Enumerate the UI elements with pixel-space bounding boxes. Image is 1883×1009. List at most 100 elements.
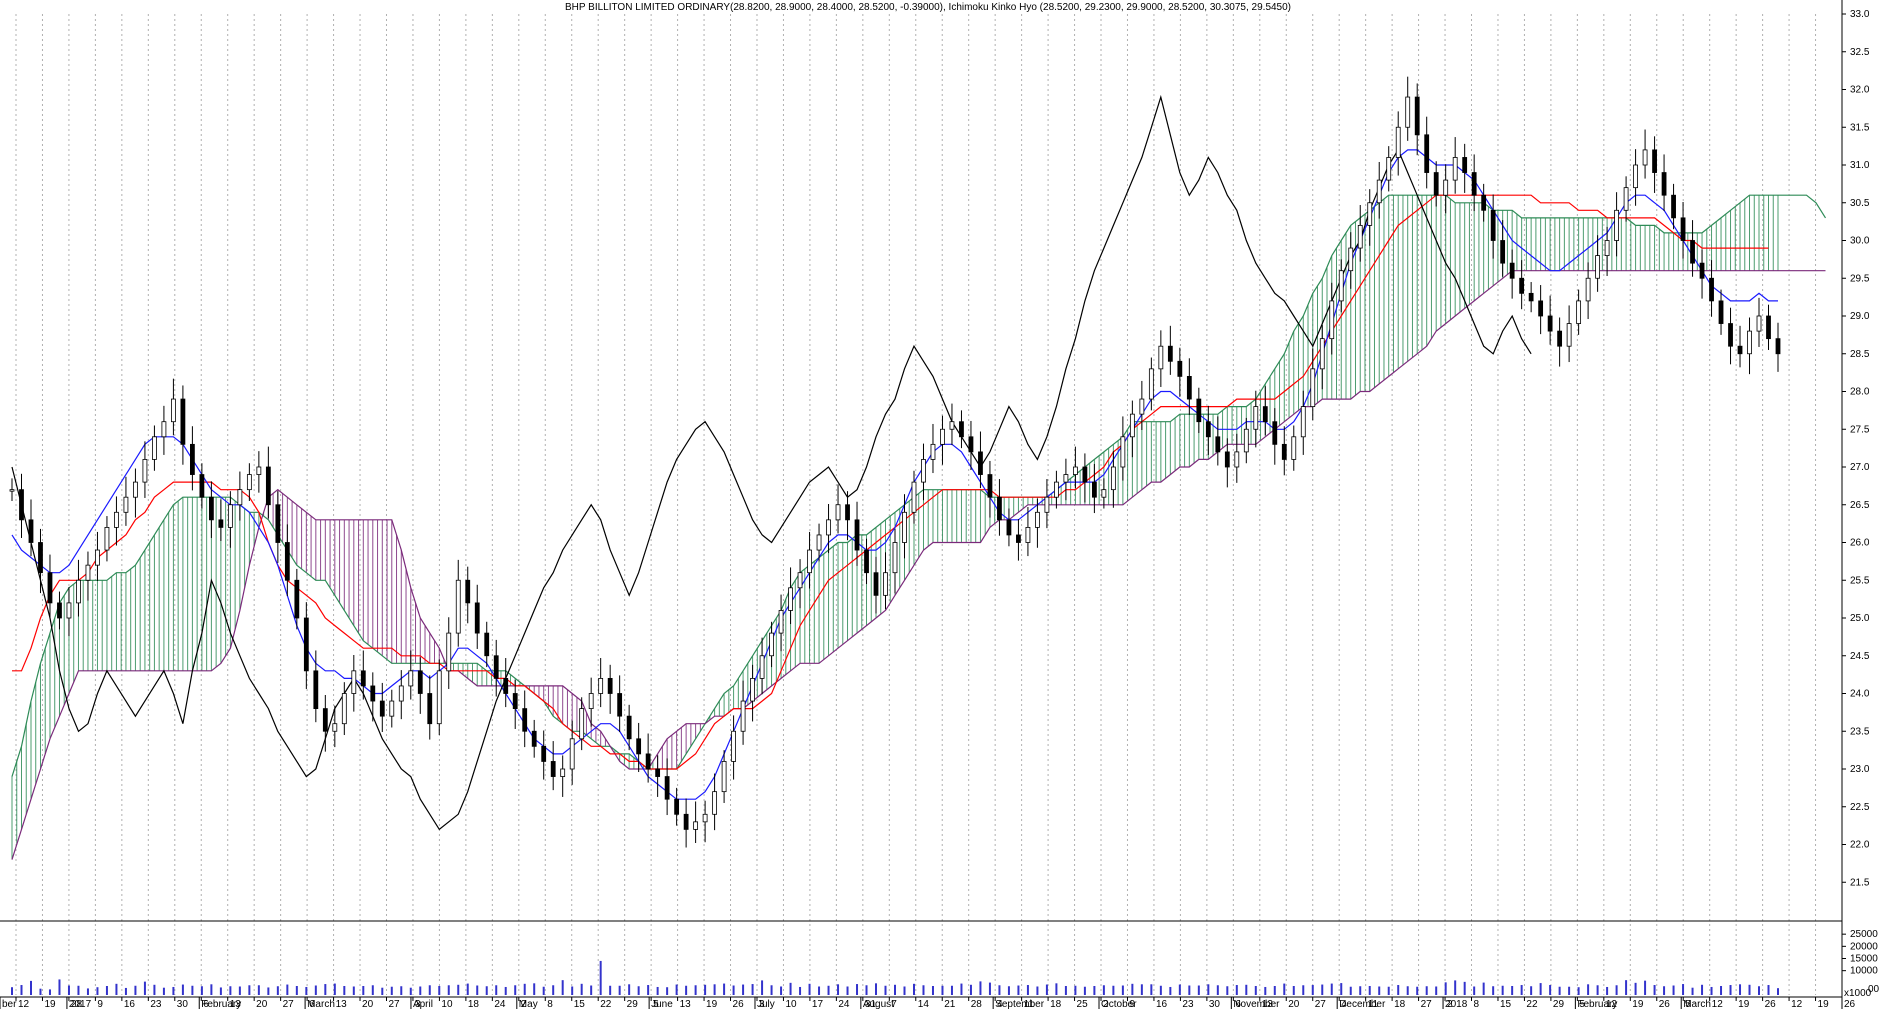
x-tick-label: 19 xyxy=(1738,999,1750,1009)
x-tick-label: 10 xyxy=(785,999,797,1009)
x-tick-label: 27 xyxy=(283,999,295,1009)
candle-body xyxy=(1091,481,1097,498)
candle-body xyxy=(1300,406,1306,438)
month-label: April xyxy=(413,999,433,1009)
candle-body xyxy=(1595,255,1601,279)
candle-body xyxy=(607,678,613,694)
candle-body xyxy=(95,549,100,566)
y-tick-label: 26.5 xyxy=(1850,500,1870,511)
x-tick-label: 4 xyxy=(997,999,1003,1009)
candle-body xyxy=(1528,292,1534,302)
candle-body xyxy=(114,511,119,528)
candle-body xyxy=(171,398,176,423)
candle-body xyxy=(85,564,91,581)
candle-body xyxy=(759,655,765,679)
candle-body xyxy=(341,693,347,725)
candle-body xyxy=(9,489,15,492)
candle-body xyxy=(332,723,338,732)
candle-body xyxy=(76,579,81,604)
candle-body xyxy=(1490,209,1496,241)
y-tick-label: 21.5 xyxy=(1850,877,1870,888)
candle-body xyxy=(208,496,214,521)
candle-body xyxy=(1728,323,1733,347)
month-label: March xyxy=(307,999,335,1009)
candle-body xyxy=(854,519,860,551)
candle-body xyxy=(902,511,907,543)
candle-body xyxy=(446,632,452,672)
x-tick-label: 25 xyxy=(1077,999,1089,1009)
x-tick-label: 29 xyxy=(627,999,639,1009)
candle-body xyxy=(1557,330,1563,347)
candle-body xyxy=(835,504,841,521)
x-tick-label: 12 xyxy=(1791,999,1803,1009)
x-tick-label: 19 xyxy=(44,999,56,1009)
candle-body xyxy=(579,708,585,740)
x-tick-label: 27 xyxy=(1315,999,1327,1009)
candle-body xyxy=(1054,481,1059,498)
candle-body xyxy=(645,753,651,770)
x-tick-label: 13 xyxy=(336,999,348,1009)
candlesticks xyxy=(9,76,1781,848)
candle-body xyxy=(1158,345,1164,370)
y-tick-label: 24.5 xyxy=(1850,651,1870,662)
candle-body xyxy=(503,678,509,694)
x-tick-label: 15 xyxy=(574,999,586,1009)
candle-body xyxy=(360,670,366,687)
candle-body xyxy=(104,527,110,551)
candle-body xyxy=(379,700,385,717)
candle-body xyxy=(237,489,243,506)
x-tick-label: 8 xyxy=(547,999,553,1009)
candle-body xyxy=(940,428,945,445)
y-tick-label: 30.5 xyxy=(1850,198,1870,209)
candle-body xyxy=(788,587,793,611)
volume-tick-label: 10000 xyxy=(1850,966,1878,977)
y-tick-label: 31.5 xyxy=(1850,122,1870,133)
volume-tick-label: 15000 xyxy=(1850,954,1878,965)
candle-body xyxy=(1310,368,1316,408)
candle-body xyxy=(284,542,290,581)
candle-body xyxy=(1633,164,1638,189)
month-label: March xyxy=(1683,999,1711,1009)
y-tick-label: 26.0 xyxy=(1850,538,1870,549)
candle-body xyxy=(1205,421,1211,438)
x-tick-label: 21 xyxy=(944,999,956,1009)
x-tick-label: 26 xyxy=(1659,999,1671,1009)
x-tick-label: 3 xyxy=(415,999,421,1009)
x-tick-label: 27 xyxy=(388,999,400,1009)
candle-body xyxy=(408,670,414,687)
y-tick-label: 23.5 xyxy=(1850,726,1870,737)
x-tick-label: 2 xyxy=(521,999,527,1009)
x-tick-label: 26 xyxy=(1844,999,1856,1009)
candle-body xyxy=(550,761,556,777)
x-tick-label: 16 xyxy=(1156,999,1168,1009)
y-tick-label: 28.0 xyxy=(1850,387,1870,398)
candle-body xyxy=(1120,436,1126,468)
candle-body xyxy=(1452,157,1458,181)
candle-body xyxy=(569,738,575,770)
candle-body xyxy=(816,534,822,551)
candle-body xyxy=(1063,474,1069,483)
candle-body xyxy=(1519,277,1525,294)
y-tick-label: 24.0 xyxy=(1850,689,1870,700)
candle-body xyxy=(1661,172,1667,196)
candle-body xyxy=(1376,179,1382,204)
candle-body xyxy=(655,768,661,777)
x-tick-label: 12 xyxy=(1712,999,1724,1009)
month-label: June xyxy=(651,999,673,1009)
month-label: May xyxy=(519,999,538,1009)
x-tick-label: 11 xyxy=(1368,999,1379,1009)
month-label: 2018 xyxy=(1445,999,1468,1009)
candle-body xyxy=(1604,240,1610,256)
candle-body xyxy=(455,579,461,634)
candle-body xyxy=(1443,179,1449,196)
candle-body xyxy=(1576,300,1582,324)
x-tick-label: 19 xyxy=(706,999,718,1009)
candle-body xyxy=(1585,277,1591,302)
candle-body xyxy=(845,504,850,521)
x-tick-label: 29 xyxy=(1553,999,1565,1009)
candle-body xyxy=(1414,96,1420,136)
x-tick-label: 9 xyxy=(1129,999,1135,1009)
candle-body xyxy=(66,602,72,619)
candle-body xyxy=(189,443,195,475)
x-tick-label: 2 xyxy=(1103,999,1109,1009)
